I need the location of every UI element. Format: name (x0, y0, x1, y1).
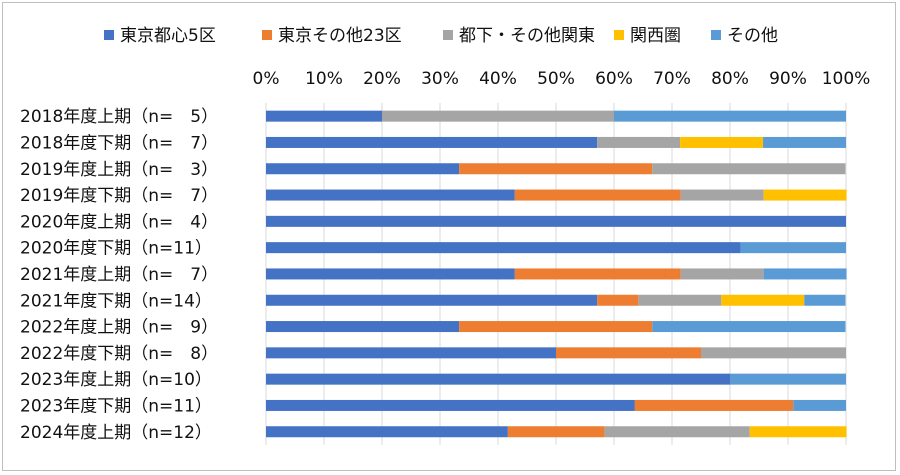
bar-segment-4-0 (266, 215, 846, 227)
bar-segment-11-0 (266, 399, 635, 411)
bar-segment-8-0 (266, 321, 460, 333)
category-label-1: 2018年度下期（n= 7） (20, 133, 218, 153)
category-label-12: 2024年度上期（n=12） (20, 423, 212, 443)
legend-swatch-2 (443, 30, 453, 40)
x-tick-label-3: 30% (421, 69, 459, 89)
x-tick-label-1: 10% (305, 69, 343, 89)
bar-segment-7-4 (804, 294, 846, 306)
bar-segment-1-0 (266, 136, 598, 148)
bar-segment-6-1 (514, 268, 681, 280)
legend: 東京都心5区 東京その他23区 都下・その他関東 関西圏 その他 (104, 26, 778, 46)
bar-segment-12-0 (266, 426, 508, 438)
category-label-10: 2023年度上期（n=10） (20, 370, 212, 390)
category-label-8: 2022年度上期（n= 9） (20, 318, 218, 338)
bar-segment-1-2 (597, 136, 681, 148)
x-tick-label-4: 40% (479, 69, 517, 89)
bar-segment-3-3 (763, 189, 847, 201)
bar-segment-3-2 (680, 189, 764, 201)
x-tick-label-7: 70% (653, 69, 691, 89)
legend-swatch-3 (614, 30, 624, 40)
legend-swatch-0 (104, 30, 114, 40)
bar-segment-3-1 (514, 189, 681, 201)
category-label-3: 2019年度下期（n= 7） (20, 186, 218, 206)
category-label-2: 2019年度上期（n= 3） (20, 160, 218, 180)
x-tick-label-9: 90% (769, 69, 807, 89)
bar-segment-2-0 (266, 163, 460, 175)
legend-label-2: 都下・その他関東 (459, 26, 595, 46)
bar-segment-9-2 (701, 347, 846, 359)
x-tick-label-6: 60% (595, 69, 633, 89)
category-label-0: 2018年度上期（n= 5） (20, 107, 218, 127)
x-tick-label-8: 80% (711, 69, 749, 89)
bar-segment-0-0 (266, 110, 382, 122)
category-label-4: 2020年度上期（n= 4） (20, 212, 218, 232)
legend-label-4: その他 (727, 26, 778, 46)
bar-segment-6-4 (763, 268, 847, 280)
bar-segment-5-4 (740, 242, 846, 254)
category-label-9: 2022年度下期（n= 8） (20, 344, 218, 364)
bar-segment-2-2 (652, 163, 846, 175)
bar-segment-10-4 (730, 373, 846, 385)
bar-segment-9-0 (266, 347, 556, 359)
bar-segment-6-0 (266, 268, 515, 280)
category-label-5: 2020年度下期（n=11） (20, 239, 212, 259)
x-tick-label-5: 50% (537, 69, 575, 89)
category-labels: 2018年度上期（n= 5） 2018年度下期（n= 7） 2019年度上期（n= … (20, 107, 218, 443)
bar-segment-11-4 (793, 399, 846, 411)
bar-segment-6-2 (680, 268, 764, 280)
bar-segment-7-3 (721, 294, 805, 306)
bar-segment-7-1 (597, 294, 639, 306)
x-axis-ticks: 0% 10% 20% 30% 40% 50% 60% 70% 80% 90% 100% (253, 69, 871, 89)
bar-segment-3-0 (266, 189, 515, 201)
bar-segment-12-3 (749, 426, 847, 438)
legend-swatch-1 (262, 30, 272, 40)
x-tick-label-2: 20% (363, 69, 401, 89)
bar-segment-12-1 (507, 426, 605, 438)
bar-segment-12-2 (604, 426, 750, 438)
bar-segment-9-1 (556, 347, 701, 359)
bar-segment-0-2 (382, 110, 614, 122)
bar-segment-5-0 (266, 242, 741, 254)
bar-segment-2-1 (459, 163, 653, 175)
category-label-6: 2021年度上期（n= 7） (20, 265, 218, 285)
x-tick-label-10: 100% (822, 69, 871, 89)
legend-label-0: 東京都心5区 (120, 26, 216, 46)
category-label-7: 2021年度下期（n=14） (20, 291, 212, 311)
bar-segment-1-4 (763, 136, 846, 148)
bar-segment-7-2 (638, 294, 722, 306)
legend-swatch-4 (711, 30, 721, 40)
x-tick-label-0: 0% (253, 69, 280, 89)
category-label-11: 2023年度下期（n=11） (20, 396, 212, 416)
bar-segment-10-0 (266, 373, 730, 385)
bar-segment-8-4 (652, 321, 846, 333)
legend-label-3: 関西圏 (630, 26, 681, 46)
bar-segment-0-4 (614, 110, 846, 122)
bar-segment-8-1 (459, 321, 653, 333)
legend-label-1: 東京その他23区 (278, 26, 402, 46)
bars (266, 110, 847, 438)
bar-segment-7-0 (266, 294, 598, 306)
bar-segment-11-1 (634, 399, 794, 411)
bar-segment-1-3 (680, 136, 764, 148)
